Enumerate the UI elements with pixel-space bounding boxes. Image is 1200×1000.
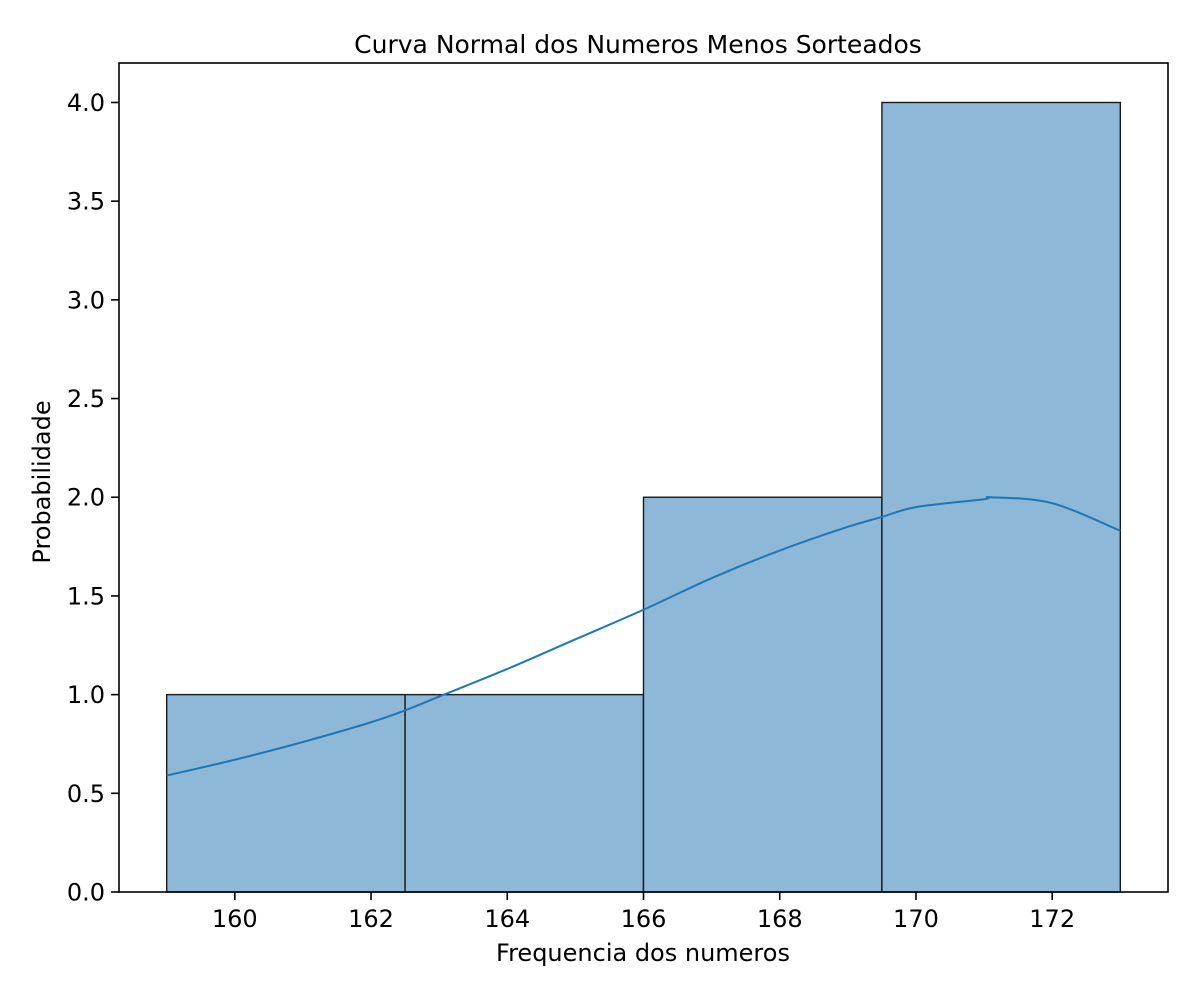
- y-tick-label: 1.5: [67, 582, 105, 610]
- y-tick-label: 2.0: [67, 484, 105, 512]
- x-tick-label: 164: [484, 905, 530, 933]
- y-tick-label: 3.5: [67, 188, 105, 216]
- x-tick-label: 170: [893, 905, 939, 933]
- histogram-bar-3: [642, 496, 883, 893]
- x-tick-label: 162: [348, 905, 394, 933]
- y-axis-label: Probabilidade: [28, 400, 56, 563]
- histogram-bars: [165, 101, 1122, 893]
- x-tick-label: 168: [757, 905, 803, 933]
- kde-curve-line: [166, 496, 1121, 777]
- x-tick-label: 160: [212, 905, 258, 933]
- x-tick-label: 172: [1029, 905, 1075, 933]
- y-tick-label: 1.0: [67, 681, 105, 709]
- y-tick-label: 2.5: [67, 385, 105, 413]
- y-tick-label: 4.0: [67, 89, 105, 117]
- chart-title: Curva Normal dos Numeros Menos Sorteados: [354, 30, 922, 59]
- x-tick-label: 166: [621, 905, 667, 933]
- y-axis-ticks: 0.0 0.5 1.0 1.5 2.0 2.5 3.0 3.5 4.0: [67, 89, 119, 907]
- histogram-bar-1: [165, 693, 406, 893]
- x-axis-label: Frequencia dos numeros: [496, 939, 790, 967]
- kde-curve-group: [166, 496, 1121, 777]
- y-tick-label: 0.5: [67, 780, 105, 808]
- histogram-bar-2: [404, 693, 645, 893]
- y-tick-label: 3.0: [67, 286, 105, 314]
- x-axis-ticks: 160 162 164 166 168 170 172: [212, 892, 1075, 933]
- y-tick-label: 0.0: [67, 879, 105, 907]
